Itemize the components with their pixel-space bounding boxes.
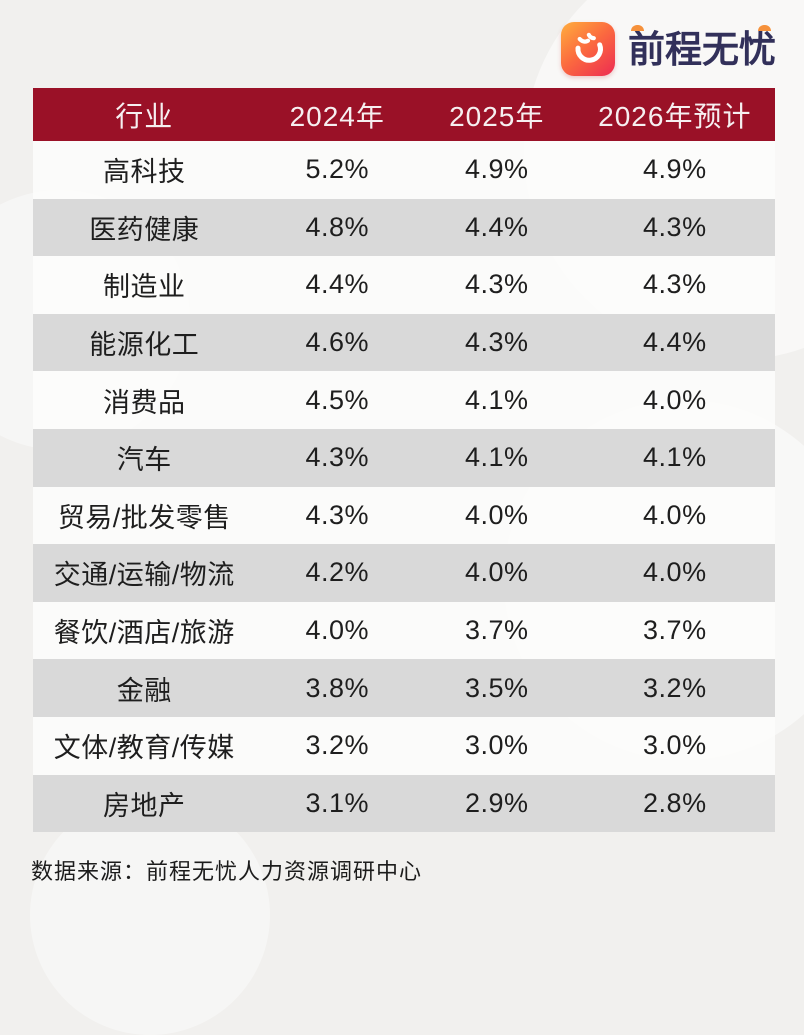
cell-2026: 4.3% — [643, 211, 707, 242]
table-row: 餐饮/酒店/旅游 4.0% 3.7% 3.7% — [33, 601, 775, 660]
cell-2024: 4.0% — [305, 615, 369, 646]
cell-2026: 4.9% — [643, 154, 707, 185]
data-source-note: 数据来源：前程无忧人力资源调研中心 — [31, 859, 423, 884]
cell-2026: 4.1% — [643, 442, 707, 473]
column-header-2024: 2024年 — [289, 100, 385, 132]
cell-industry: 消费品 — [103, 387, 186, 418]
table-row: 汽车 4.3% 4.1% 4.1% — [33, 428, 775, 487]
cell-2025: 4.4% — [464, 211, 529, 242]
cell-2024: 4.5% — [305, 384, 369, 415]
cell-2026: 4.0% — [643, 384, 707, 415]
cell-industry: 制造业 — [103, 272, 186, 303]
table-row: 能源化工 4.6% 4.3% 4.4% — [33, 313, 775, 372]
table-row: 贸易/批发零售 4.3% 4.0% 4.0% — [33, 486, 775, 545]
cell-2026: 4.0% — [643, 499, 707, 530]
table-row: 金融 3.8% 3.5% 3.2% — [33, 659, 775, 717]
table-row: 医药健康 4.8% 4.4% 4.3% — [33, 198, 775, 257]
cell-2024: 4.8% — [305, 211, 369, 242]
cell-industry: 交通/运输/物流 — [53, 560, 235, 591]
table-row: 房地产 3.1% 2.9% 2.8% — [33, 774, 775, 833]
cell-industry: 金融 — [116, 675, 172, 706]
cell-2025: 4.0% — [464, 499, 529, 530]
cell-2026: 4.3% — [643, 269, 707, 300]
table-row: 高科技 5.2% 4.9% 4.9% — [33, 141, 775, 199]
table-row: 交通/运输/物流 4.2% 4.0% 4.0% — [33, 544, 775, 602]
cell-2024: 4.3% — [305, 499, 369, 530]
cell-2025: 4.3% — [464, 269, 529, 300]
cell-2025: 4.1% — [464, 442, 529, 473]
cell-2026: 3.0% — [643, 730, 707, 761]
column-header-2025: 2025年 — [449, 100, 545, 132]
cell-industry: 房地产 — [103, 790, 186, 821]
cell-2025: 2.9% — [464, 787, 529, 818]
cell-2024: 3.8% — [305, 672, 369, 703]
brand-header: 前程无忧 — [561, 22, 776, 76]
cell-2025: 4.9% — [464, 154, 529, 185]
table-header-row: 行业 2024年 2025年 2026年预计 — [33, 88, 775, 141]
cell-2026: 3.7% — [643, 615, 707, 646]
cell-2025: 4.0% — [464, 557, 529, 588]
cell-2024: 4.6% — [305, 327, 369, 358]
smile-hand-icon — [561, 22, 615, 76]
cell-industry: 餐饮/酒店/旅游 — [53, 618, 235, 649]
cell-industry: 贸易/批发零售 — [57, 502, 231, 533]
cell-industry: 文体/教育/传媒 — [53, 733, 235, 764]
cell-2024: 3.1% — [305, 787, 369, 818]
cell-2026: 4.0% — [643, 557, 707, 588]
cell-2025: 3.0% — [464, 730, 529, 761]
brand-name: 前程无忧 — [628, 28, 776, 70]
cell-2024: 4.2% — [305, 557, 369, 588]
cell-2024: 5.2% — [305, 154, 369, 185]
cell-industry: 能源化工 — [89, 330, 200, 361]
column-header-2026: 2026年预计 — [598, 100, 752, 132]
cell-2026: 3.2% — [643, 672, 707, 703]
table-row: 消费品 4.5% 4.1% 4.0% — [33, 371, 775, 429]
cell-2024: 4.4% — [305, 269, 369, 300]
cell-2026: 2.8% — [643, 787, 707, 818]
brand-accent-icon — [631, 24, 644, 31]
cell-2025: 4.1% — [464, 384, 529, 415]
table-row: 制造业 4.4% 4.3% 4.3% — [33, 256, 775, 314]
cell-2025: 3.7% — [464, 615, 529, 646]
cell-2024: 3.2% — [305, 730, 369, 761]
brand-accent-icon — [758, 24, 771, 31]
brand-wordmark: 前程无忧 — [628, 24, 776, 70]
salary-increase-table: 行业 2024年 2025年 2026年预计 高科技 5.2% 4.9% 4.9… — [33, 88, 775, 833]
table-row: 文体/教育/传媒 3.2% 3.0% 3.0% — [33, 716, 775, 775]
cell-industry: 汽车 — [116, 445, 172, 476]
column-header-industry: 行业 — [115, 100, 174, 132]
table-body: 高科技 5.2% 4.9% 4.9% 医药健康 4.8% 4.4% 4.3% 制… — [33, 141, 775, 833]
cell-industry: 医药健康 — [89, 214, 200, 245]
cell-2025: 4.3% — [464, 327, 529, 358]
cell-industry: 高科技 — [103, 157, 186, 188]
cell-2025: 3.5% — [464, 672, 529, 703]
cell-2024: 4.3% — [305, 442, 369, 473]
cell-2026: 4.4% — [643, 327, 707, 358]
